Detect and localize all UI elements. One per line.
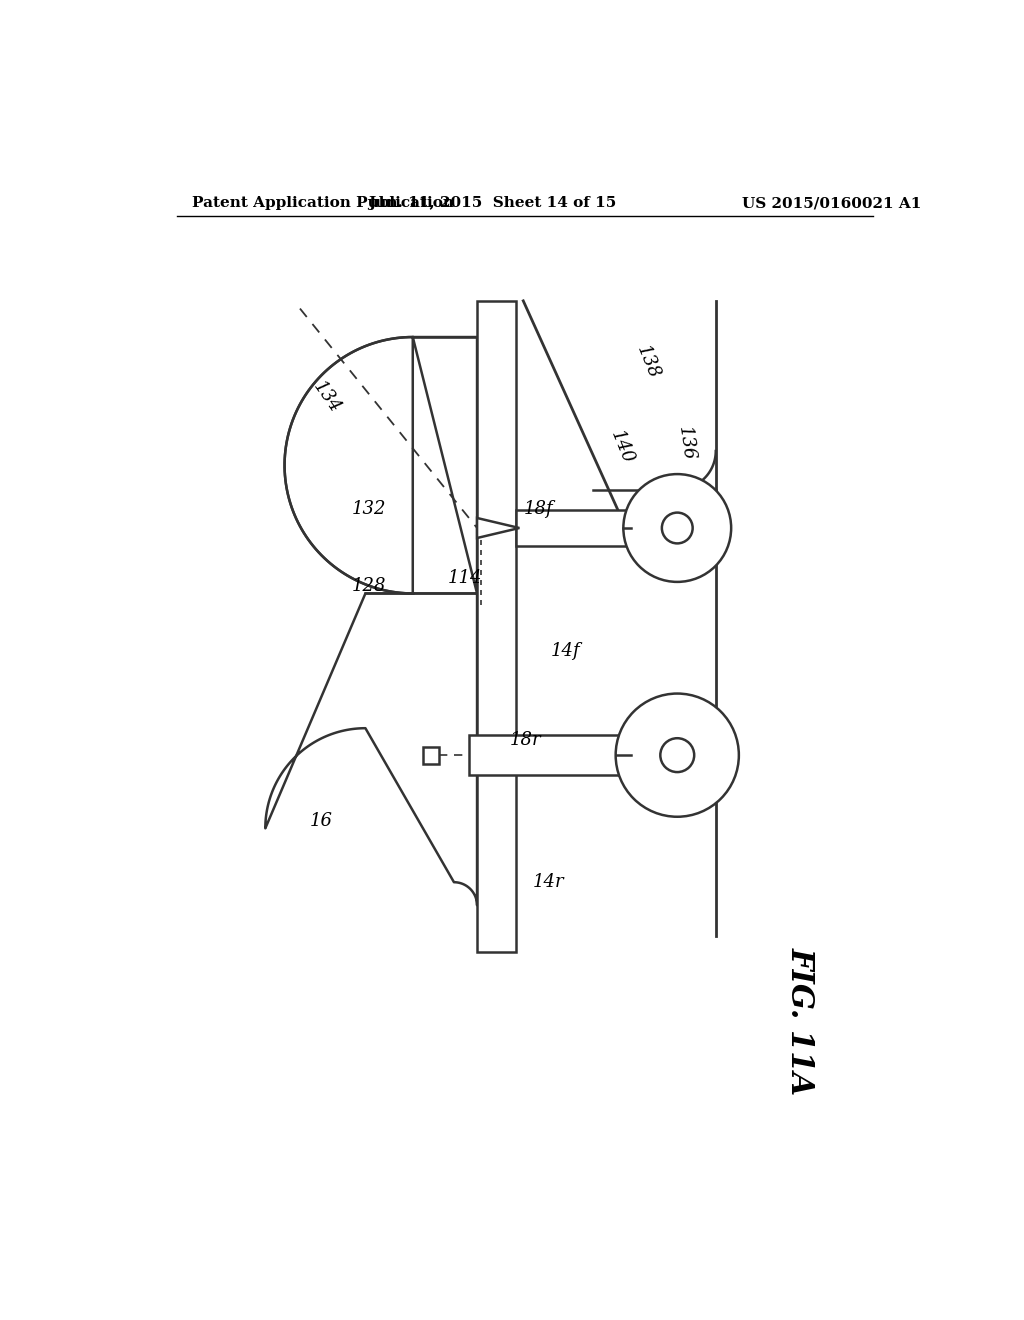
Circle shape — [660, 738, 694, 772]
Text: 14f: 14f — [551, 643, 581, 660]
Text: 16: 16 — [309, 812, 332, 829]
Bar — [469, 735, 631, 775]
Text: 114: 114 — [447, 569, 482, 587]
Text: 14r: 14r — [532, 874, 564, 891]
Text: Patent Application Publication: Patent Application Publication — [193, 197, 455, 210]
Bar — [423, 747, 438, 763]
Polygon shape — [477, 517, 519, 539]
Text: 136: 136 — [675, 425, 697, 462]
Text: 128: 128 — [352, 577, 386, 595]
Polygon shape — [265, 594, 477, 906]
Text: 132: 132 — [352, 500, 386, 517]
Bar — [515, 510, 631, 546]
Text: 18r: 18r — [510, 731, 542, 748]
Circle shape — [615, 693, 739, 817]
Text: 18f: 18f — [524, 500, 554, 517]
Circle shape — [624, 474, 731, 582]
Text: FIG. 11A: FIG. 11A — [785, 946, 816, 1094]
Polygon shape — [285, 337, 477, 594]
Text: US 2015/0160021 A1: US 2015/0160021 A1 — [741, 197, 921, 210]
Text: 140: 140 — [607, 428, 637, 466]
Text: 138: 138 — [633, 343, 663, 381]
Text: Jun. 11, 2015  Sheet 14 of 15: Jun. 11, 2015 Sheet 14 of 15 — [369, 197, 616, 210]
Bar — [477, 301, 515, 952]
Text: 134: 134 — [309, 378, 344, 416]
Circle shape — [662, 512, 692, 544]
